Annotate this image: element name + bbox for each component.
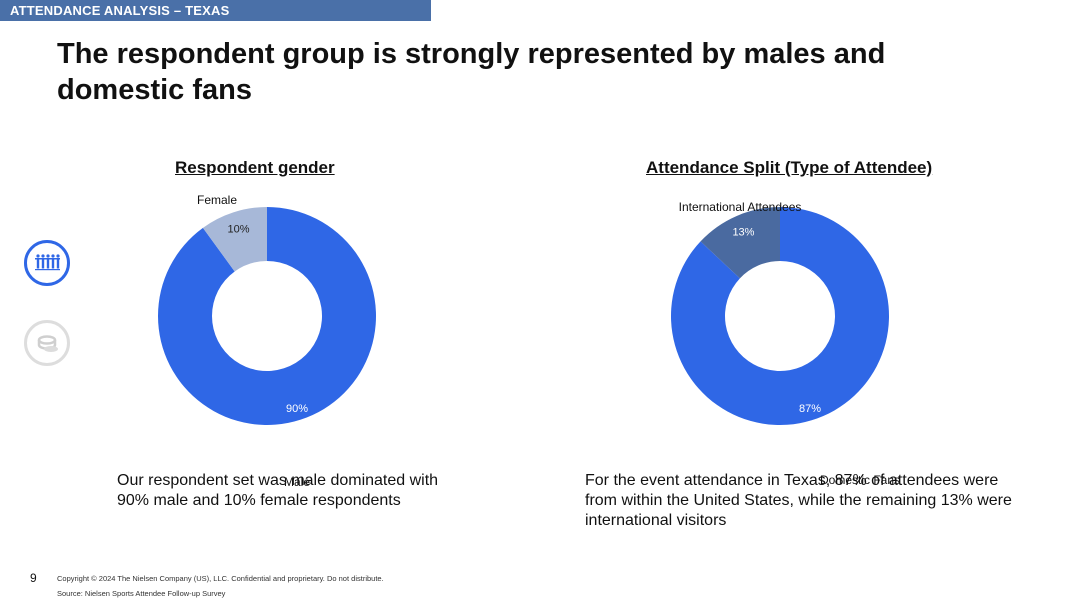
category-label-international-attendees: International Attendees (679, 200, 802, 214)
chart-title-gender: Respondent gender (175, 158, 335, 177)
slice-domestic-fans (671, 207, 889, 425)
slice-female (202, 207, 267, 272)
value-label-domestic-fans: 87% (799, 403, 821, 415)
copyright-text: Copyright © 2024 The Nielsen Company (US… (57, 574, 384, 583)
source-text: Source: Nielsen Sports Attendee Follow-u… (57, 589, 226, 598)
gender-donut-chart: 90% Male 10% Female (157, 193, 376, 489)
category-label-female: Female (197, 193, 237, 207)
category-label-domestic-fans: Domestic Fans (820, 473, 900, 487)
attendance-donut-chart: 87% Domestic Fans 13% International Attende… (671, 200, 900, 487)
value-label-male: 90% (286, 403, 308, 415)
value-label-female: 10% (228, 224, 250, 236)
category-label-male: Male (284, 475, 310, 489)
page-number: 9 (30, 571, 37, 585)
people-group-icon (35, 254, 60, 271)
caption-attendance: For the event attendance in Texas, 87% o… (585, 472, 1012, 529)
value-label-international-attendees: 13% (732, 227, 754, 239)
slice-international-attendees (700, 207, 780, 279)
caption-gender: Our respondent set was male dominated wi… (117, 472, 439, 509)
slice-male (157, 207, 376, 425)
coins-icon (37, 335, 58, 352)
coins-nav-button[interactable] (24, 320, 70, 366)
chart-title-attendance: Attendance Split (Type of Attendee) (646, 158, 933, 177)
section-label: ATTENDANCE ANALYSIS – TEXAS (0, 0, 431, 21)
page-title: The respondent group is strongly represe… (57, 38, 886, 106)
people-group-nav-button[interactable] (24, 240, 70, 286)
